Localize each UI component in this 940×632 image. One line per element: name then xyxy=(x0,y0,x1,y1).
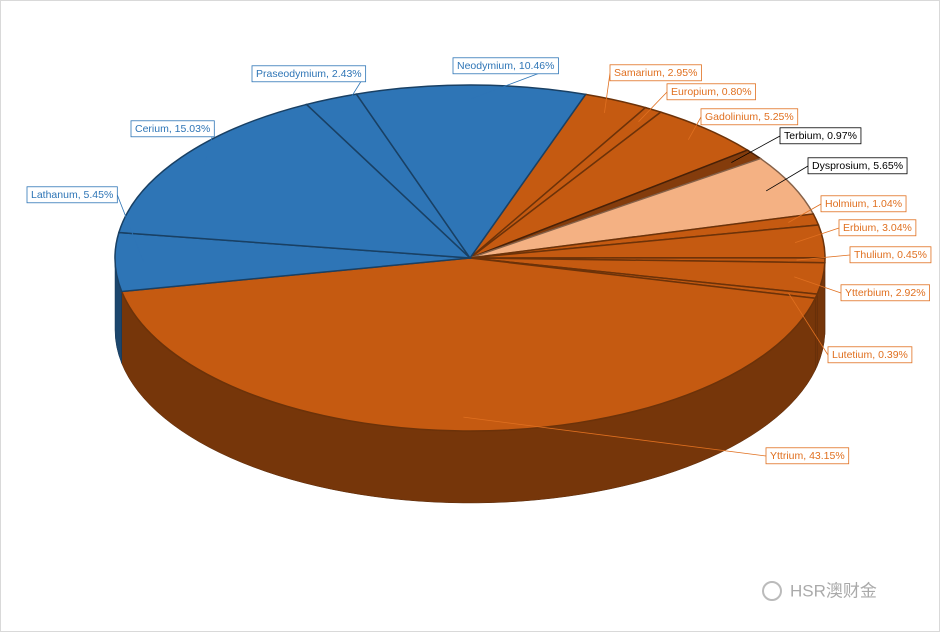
leader-line xyxy=(604,72,611,114)
data-label: Erbium, 3.04% xyxy=(843,222,912,234)
data-label: Praseodymium, 2.43% xyxy=(256,68,362,80)
leader-line xyxy=(687,116,702,140)
data-label: Thulium, 0.45% xyxy=(854,249,927,261)
label-box xyxy=(26,186,118,204)
pie-slice xyxy=(120,257,817,432)
label-box xyxy=(840,284,930,302)
leader-line xyxy=(788,292,829,356)
label-box xyxy=(765,447,850,465)
label-box xyxy=(452,57,559,75)
data-label: Holmium, 1.04% xyxy=(825,198,902,210)
labels: Samarium, 2.95% Europium, 0.80% Gadolinium… xyxy=(26,57,932,465)
pie-slice xyxy=(355,84,587,260)
data-label: Europium, 0.80% xyxy=(671,86,752,98)
leader-line xyxy=(794,276,842,294)
leader-line xyxy=(794,227,840,244)
data-label: Samarium, 2.95% xyxy=(614,67,697,79)
label-box xyxy=(251,65,367,83)
label-box xyxy=(666,83,756,101)
leader-line xyxy=(116,194,144,262)
label-box xyxy=(700,108,799,126)
data-label: Lutetium, 0.39% xyxy=(832,349,908,361)
label-box xyxy=(807,157,908,175)
data-label: Ytterbium, 2.92% xyxy=(845,287,926,299)
pie-side xyxy=(814,294,818,371)
label-box xyxy=(827,346,913,364)
data-label: Dysprosium, 5.65% xyxy=(812,160,903,172)
data-label: Gadolinium, 5.25% xyxy=(705,111,794,123)
label-box xyxy=(849,246,932,264)
data-label: Neodymium, 10.46% xyxy=(457,60,554,72)
label-box xyxy=(130,120,215,138)
label-box xyxy=(779,127,862,145)
data-label: Yttrium, 43.15% xyxy=(770,450,845,462)
leader-line xyxy=(638,91,668,122)
label-box xyxy=(838,219,917,237)
data-label: Lathanum, 5.45% xyxy=(31,189,113,201)
label-box xyxy=(609,64,702,82)
data-label: Cerium, 15.03% xyxy=(135,123,210,135)
pie-slice xyxy=(117,103,473,259)
leader-line xyxy=(788,203,822,223)
leader-line xyxy=(731,135,781,163)
leader-line xyxy=(463,416,767,457)
watermark: HSR澳财金 xyxy=(790,581,877,600)
leader-line xyxy=(796,254,851,261)
data-label: Terbium, 0.97% xyxy=(784,130,857,142)
leader-line xyxy=(765,165,809,192)
label-box xyxy=(820,195,907,213)
pie-slice xyxy=(469,157,815,259)
watermark-icon xyxy=(762,581,782,601)
pie-tops xyxy=(114,84,826,432)
